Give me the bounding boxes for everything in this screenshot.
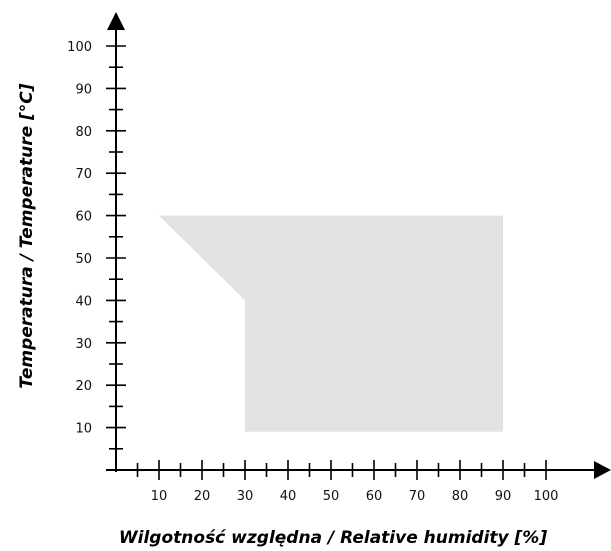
y-tick-label: 30 — [75, 337, 92, 352]
y-axis-title: Temperatura / Temperature [°C] — [17, 83, 37, 388]
x-tick-label: 70 — [409, 489, 426, 504]
x-tick-label: 60 — [366, 489, 383, 504]
y-axis-arrow-icon — [107, 12, 125, 30]
operating-region — [159, 215, 503, 432]
region-layer — [159, 215, 503, 432]
y-tick-label: 10 — [75, 422, 92, 437]
x-axis-arrow-icon — [594, 461, 611, 479]
ticks — [106, 45, 547, 480]
y-tick-label: 80 — [75, 125, 92, 140]
x-tick-label: 30 — [237, 489, 254, 504]
y-tick-label: 50 — [75, 252, 92, 267]
x-tick-label: 20 — [194, 489, 211, 504]
x-axis-title: Wilgotność względna / Relative humidity … — [119, 528, 547, 548]
y-tick-label: 70 — [75, 167, 92, 182]
y-tick-label: 100 — [67, 40, 92, 55]
x-tick-label: 80 — [452, 489, 469, 504]
y-tick-label: 20 — [75, 379, 92, 394]
x-tick-label: 50 — [323, 489, 340, 504]
x-tick-label: 90 — [495, 489, 512, 504]
y-tick-label: 60 — [75, 210, 92, 225]
x-tick-label: 40 — [280, 489, 297, 504]
x-tick-label: 10 — [151, 489, 168, 504]
x-tick-label: 100 — [534, 489, 559, 504]
y-tick-label: 90 — [75, 82, 92, 97]
y-tick-label: 40 — [75, 294, 92, 309]
tick-labels: 10 20 30 40 50 60 70 80 90 100 10 20 30 40 50 60 70 80 90 1… — [67, 40, 558, 504]
